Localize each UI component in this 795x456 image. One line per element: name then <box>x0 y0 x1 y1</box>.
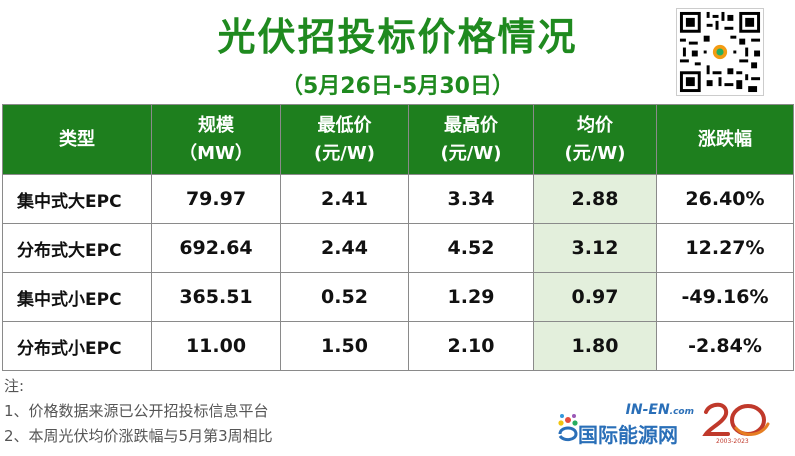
cell-min: 2.41 <box>280 174 409 224</box>
cell-avg: 2.88 <box>533 174 657 224</box>
cell-type: 分布式小EPC <box>2 321 152 371</box>
header-change-label: 涨跌幅 <box>698 128 752 150</box>
logo-en-suffix: .com <box>669 407 694 417</box>
header-avg-unit: (元/W) <box>564 142 626 164</box>
cell-type: 集中式小EPC <box>2 272 152 322</box>
page-subtitle: （5月26日-5月30日） <box>281 74 514 99</box>
cell-scale: 11.00 <box>151 321 281 371</box>
cell-change: 26.40% <box>656 174 794 224</box>
table-header-row: 类型 规模 （MW） 最低价 (元/W) 最高价 (元/W) 均价 (元/W) 涨跌幅 <box>2 104 794 175</box>
sun-logo-icon <box>558 414 578 442</box>
cell-avg: 0.97 <box>533 272 657 322</box>
cell-avg: 1.80 <box>533 321 657 371</box>
header-max: 最高价 (元/W) <box>408 104 534 175</box>
cell-type: 分布式大EPC <box>2 223 152 273</box>
header-min-unit: (元/W) <box>314 142 375 164</box>
notes: 注: 1、价格数据来源已公开招投标信息平台 2、本周光伏均价涨跌幅与5月第3周相… <box>4 374 524 449</box>
cell-max: 4.52 <box>408 223 534 273</box>
header-max-unit: (元/W) <box>440 142 502 164</box>
header-avg: 均价 (元/W) <box>533 104 657 175</box>
anniversary-badge: 2003-2023 <box>700 398 772 450</box>
cell-change: -2.84% <box>656 321 794 371</box>
page-title: 光伏招投标价格情况 <box>217 15 578 59</box>
cell-avg: 3.12 <box>533 223 657 273</box>
logo-cn-text: 国际能源网 <box>578 423 678 447</box>
qr-code-icon[interactable] <box>676 8 764 96</box>
cell-min: 1.50 <box>280 321 409 371</box>
cell-max: 2.10 <box>408 321 534 371</box>
header-scale-unit: （MW） <box>179 142 253 164</box>
header-avg-label: 均价 <box>577 114 613 136</box>
cell-scale: 365.51 <box>151 272 281 322</box>
anniversary-20-icon <box>702 402 770 436</box>
note-item: 1、价格数据来源已公开招投标信息平台 <box>4 402 269 420</box>
cell-change: 12.27% <box>656 223 794 273</box>
badge-years: 2003-2023 <box>716 438 749 445</box>
header-type: 类型 <box>2 104 152 175</box>
logo-en-text: IN-EN.com <box>626 402 694 418</box>
header-type-label: 类型 <box>59 128 95 150</box>
table-row: 集中式大EPC 79.97 2.41 3.34 2.88 26.40% <box>2 174 794 224</box>
header-change: 涨跌幅 <box>656 104 794 175</box>
cell-max: 1.29 <box>408 272 534 322</box>
cell-max: 3.34 <box>408 174 534 224</box>
note-item: 2、本周光伏均价涨跌幅与5月第3周相比 <box>4 427 273 445</box>
header-min: 最低价 (元/W) <box>280 104 409 175</box>
table-row: 分布式大EPC 692.64 2.44 4.52 3.12 12.27% <box>2 223 794 273</box>
table-row: 分布式小EPC 11.00 1.50 2.10 1.80 -2.84% <box>2 321 794 371</box>
header-max-label: 最高价 <box>444 114 498 136</box>
cell-min: 2.44 <box>280 223 409 273</box>
cell-type: 集中式大EPC <box>2 174 152 224</box>
table-row: 集中式小EPC 365.51 0.52 1.29 0.97 -49.16% <box>2 272 794 322</box>
cell-scale: 692.64 <box>151 223 281 273</box>
cell-scale: 79.97 <box>151 174 281 224</box>
header-scale-label: 规模 <box>198 114 234 136</box>
price-table: 类型 规模 （MW） 最低价 (元/W) 最高价 (元/W) 均价 (元/W) 涨跌幅 … <box>2 104 794 371</box>
cell-change: -49.16% <box>656 272 794 322</box>
notes-label: 注: <box>4 377 25 395</box>
header-min-label: 最低价 <box>317 114 372 136</box>
in-en-logo[interactable]: IN-EN.com 国际能源网 <box>556 400 694 450</box>
cell-min: 0.52 <box>280 272 409 322</box>
qr-code-graphic <box>677 9 763 95</box>
header-scale: 规模 （MW） <box>151 104 281 175</box>
logo-en-name: IN-EN <box>625 402 670 418</box>
